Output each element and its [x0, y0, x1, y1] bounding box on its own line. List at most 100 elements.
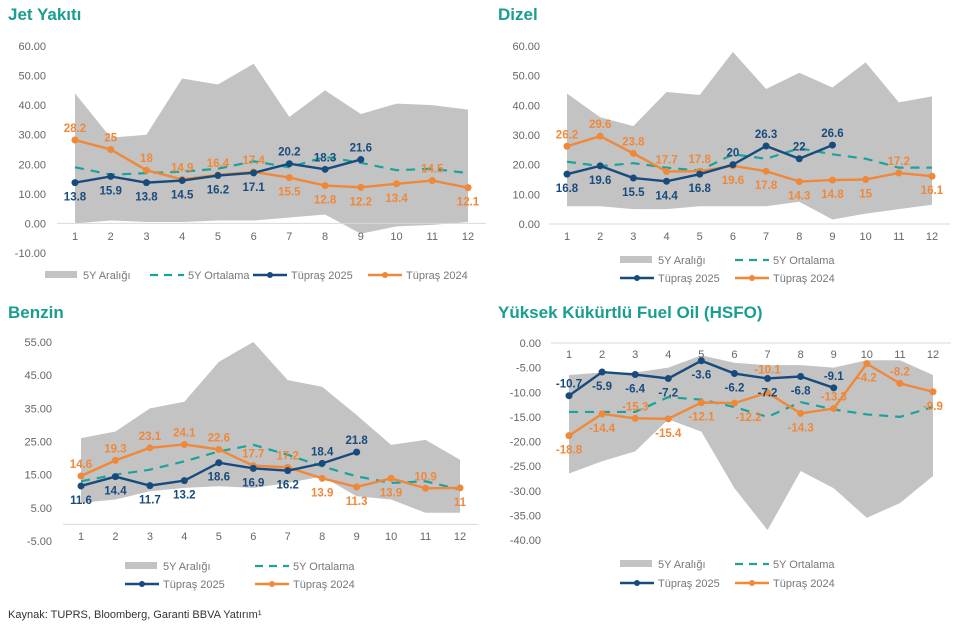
x-tick-label: 8 — [322, 231, 328, 243]
s2024-data-label: -10.1 — [754, 365, 781, 377]
s2025-data-label: 19.6 — [589, 175, 611, 187]
s2025-point — [730, 370, 738, 378]
legend-avg: 5Y Ortalama — [735, 255, 835, 267]
legend-label-range: 5Y Aralığı — [658, 559, 706, 571]
y-tick-label: 50.00 — [18, 71, 46, 83]
legend-label-range: 5Y Aralığı — [658, 255, 706, 267]
x-tick-label: 7 — [286, 231, 292, 243]
legend-swatch-range — [125, 562, 157, 569]
avg-line — [74, 155, 469, 176]
s2024-point — [387, 474, 395, 482]
x-tick-label: 6 — [251, 231, 257, 243]
s2025-data-label: -6.2 — [725, 383, 745, 395]
s2025-point — [353, 448, 361, 456]
legend-label-range: 5Y Aralığı — [83, 270, 131, 282]
s2025-point — [795, 155, 803, 163]
y-tick-label: 40.00 — [512, 100, 540, 112]
x-tick-label: 10 — [390, 231, 402, 243]
y-tick-label: -20.00 — [510, 437, 541, 449]
s2025-data-label: 13.8 — [64, 192, 87, 204]
s2024-point — [896, 379, 904, 387]
s2024-point — [863, 360, 871, 368]
legend-marker-s2024 — [749, 275, 755, 281]
s2025-point — [598, 368, 606, 376]
y-tick-label: 20.00 — [18, 159, 46, 171]
s2024-data-label: 13.9 — [380, 487, 402, 499]
s2024-data-label: 19.3 — [104, 443, 126, 455]
s2025-data-label: 22 — [793, 142, 806, 154]
s2024-line — [568, 362, 934, 437]
s2025-data-label: 14.4 — [104, 486, 127, 498]
s2025-point — [146, 482, 154, 490]
legend-range: 5Y Aralığı — [45, 270, 131, 282]
s2025-data-label: -6.8 — [791, 385, 811, 397]
y-tick-label: -35.00 — [510, 510, 541, 522]
legend-label-s2024: Tüpraş 2024 — [773, 273, 835, 285]
s2024-point — [107, 146, 115, 153]
legend-marker-s2025 — [139, 581, 145, 587]
legend-s2024: Tüpraş 2024 — [735, 273, 835, 285]
legend-label-range: 5Y Aralığı — [163, 561, 211, 573]
x-tick-label: 9 — [831, 349, 837, 361]
x-tick-label: 2 — [108, 231, 114, 243]
s2024-data-label: 14.3 — [788, 191, 810, 203]
s2024-point — [142, 166, 150, 174]
s2024-data-label: -14.3 — [788, 422, 814, 434]
chart-title-diesel: Dizel — [498, 5, 538, 24]
s2024-point — [764, 389, 772, 397]
s2024-point — [321, 182, 329, 190]
x-tick-label: 3 — [143, 231, 149, 243]
y-tick-label: 0.00 — [519, 219, 540, 231]
s2024-point — [563, 142, 571, 150]
s2025-point — [663, 177, 671, 185]
s2024-point — [353, 483, 361, 491]
y-tick-label: 40.00 — [18, 100, 46, 112]
s2024-point — [180, 440, 188, 448]
x-tick-label: 1 — [566, 349, 572, 361]
s2024-point — [422, 484, 430, 492]
s2025-point — [729, 161, 737, 169]
y-tick-label: -40.00 — [510, 535, 541, 547]
s2024-line — [74, 138, 469, 189]
s2025-data-label: 15.5 — [622, 187, 645, 199]
legend-range: 5Y Aralığı — [620, 559, 706, 571]
x-tick-label: 6 — [731, 349, 737, 361]
s2025-data-label: 16.2 — [207, 185, 229, 197]
x-tick-label: 11 — [893, 231, 904, 243]
x-tick-label: 8 — [798, 349, 804, 361]
s2024-point — [895, 169, 903, 177]
s2025-data-label: -9.1 — [824, 371, 844, 383]
s2024-data-label: 29.6 — [589, 119, 611, 131]
s2025-data-label: 26.3 — [755, 129, 777, 141]
x-tick-label: 1 — [564, 231, 570, 243]
x-tick-label: 8 — [796, 231, 802, 243]
legend-marker-s2025 — [634, 580, 640, 586]
s2025-point — [284, 467, 292, 475]
s2025-data-label: 26.6 — [821, 128, 843, 140]
legend-label-s2024: Tüpraş 2024 — [293, 579, 355, 591]
s2025-point — [250, 169, 258, 177]
x-tick-label: 3 — [147, 531, 153, 543]
s2025-point — [321, 165, 329, 173]
legend-label-s2025: Tüpraş 2025 — [658, 578, 720, 590]
x-tick-label: 5 — [698, 349, 704, 361]
s2025-point — [71, 179, 79, 187]
range-band — [75, 63, 468, 234]
x-tick-label: 12 — [454, 531, 466, 543]
s2025-point — [797, 372, 805, 380]
x-tick-label: 1 — [78, 531, 84, 543]
y-tick-label: 0.00 — [25, 218, 46, 230]
chart-title-jet: Jet Yakıtı — [8, 5, 82, 24]
s2024-data-label: 14.8 — [821, 189, 844, 201]
y-tick-label: 10.00 — [18, 189, 46, 201]
s2025-point — [596, 162, 604, 170]
legend-label-s2024: Tüpraş 2024 — [406, 270, 468, 282]
s2024-data-label: 17.8 — [755, 180, 778, 192]
x-tick-label: 10 — [861, 349, 873, 361]
y-tick-label: -15.00 — [510, 412, 541, 424]
x-tick-label: 6 — [730, 231, 736, 243]
s2024-data-label: -15.4 — [655, 428, 682, 440]
chart-title-gasoline: Benzin — [8, 303, 64, 322]
legend-marker-s2024 — [269, 581, 275, 587]
